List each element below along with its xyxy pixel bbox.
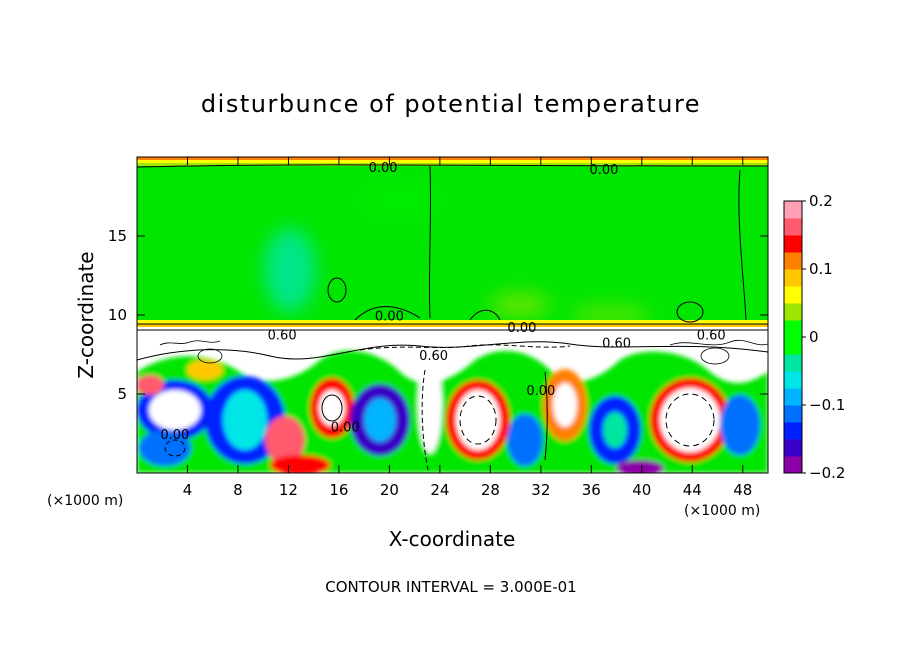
y-axis-label: Z-coordinate (74, 251, 98, 378)
tropopause-orange (137, 324, 768, 327)
colorbar-tick-label: −0.1 (809, 396, 845, 414)
colorbar-segment (784, 252, 802, 270)
x-axis-label: X-coordinate (389, 527, 516, 551)
colorbar-segment (784, 320, 802, 338)
colorbar-tick-label: 0 (809, 328, 819, 346)
colorbar-segment (784, 218, 802, 236)
colorbar-segment (784, 405, 802, 423)
x-tick-label: 40 (632, 481, 651, 499)
colorbar-segment (784, 456, 802, 474)
contour-label: 0.60 (419, 349, 448, 364)
x-tick-label: 32 (531, 481, 550, 499)
x-axis-ticks: 4 8 12 16 20 24 28 32 36 40 44 48 (183, 157, 752, 499)
contour-label: 0.00 (589, 163, 618, 178)
x-tick-label: 44 (683, 481, 702, 499)
colorbar-segment (784, 269, 802, 287)
contour-label: 0.00 (160, 428, 189, 443)
colorbar-segment (784, 235, 802, 253)
colorbar-tick-label: 0.2 (809, 192, 833, 210)
x-axis-unit-left: (×1000 m) (47, 493, 123, 509)
plot-area: 0.00 0.00 0.00 0.60 0.60 0.00 0.60 0.60 0.00 0.00… (137, 157, 768, 473)
x-axis-unit-right: (×1000 m) (684, 503, 760, 519)
y-tick-label: 5 (117, 385, 127, 403)
y-axis-ticks: 5 10 15 (108, 227, 768, 403)
contour-labels: 0.00 0.00 0.00 0.60 0.60 0.00 0.60 0.60 0.00 0.00… (160, 161, 726, 443)
colorbar: 0.2 0.1 0 −0.1 −0.2 (783, 192, 845, 482)
x-tick-label: 4 (183, 481, 193, 499)
tropopause-white (137, 327, 768, 339)
top-band-orange (137, 157, 768, 160)
contour-label: 0.60 (697, 329, 726, 344)
x-tick-label: 20 (380, 481, 399, 499)
contour-label: 0.00 (369, 161, 398, 176)
contour-label: 0.00 (331, 420, 360, 435)
upper-field (264, 182, 650, 325)
top-band-yellow (137, 160, 768, 163)
contour-label: 0.00 (375, 310, 404, 325)
x-tick-label: 24 (430, 481, 449, 499)
x-tick-label: 28 (481, 481, 500, 499)
x-tick-label: 16 (329, 481, 348, 499)
colorbar-segment (784, 439, 802, 457)
y-tick-label: 10 (108, 306, 127, 324)
tropopause-yellow (137, 320, 768, 324)
colorbar-segment (784, 286, 802, 304)
colorbar-segment (784, 371, 802, 389)
x-tick-label: 8 (233, 481, 243, 499)
colorbar-segment (784, 354, 802, 372)
colorbar-segment (784, 422, 802, 440)
x-tick-label: 48 (733, 481, 752, 499)
top-band-lime (137, 163, 768, 166)
colorbar-segment (784, 337, 802, 355)
contour-label: 0.60 (268, 329, 297, 344)
contour-label: 0.00 (526, 384, 555, 399)
turbulent-layer (137, 339, 768, 473)
x-tick-label: 12 (279, 481, 298, 499)
x-tick-label: 36 (582, 481, 601, 499)
contour-label: 0.60 (602, 337, 631, 352)
contour-label: 0.00 (507, 321, 536, 336)
upper-contours (137, 164, 768, 331)
chart-title: disturbunce of potential temperature (201, 90, 701, 118)
contour-interval-note: CONTOUR INTERVAL = 3.000E-01 (325, 578, 576, 596)
colorbar-segment (784, 201, 802, 219)
colorbar-segment (784, 388, 802, 406)
colorbar-segment (784, 303, 802, 321)
y-tick-label: 15 (108, 227, 127, 245)
colorbar-tick-label: −0.2 (809, 464, 845, 482)
colorbar-tick-label: 0.1 (809, 260, 833, 278)
